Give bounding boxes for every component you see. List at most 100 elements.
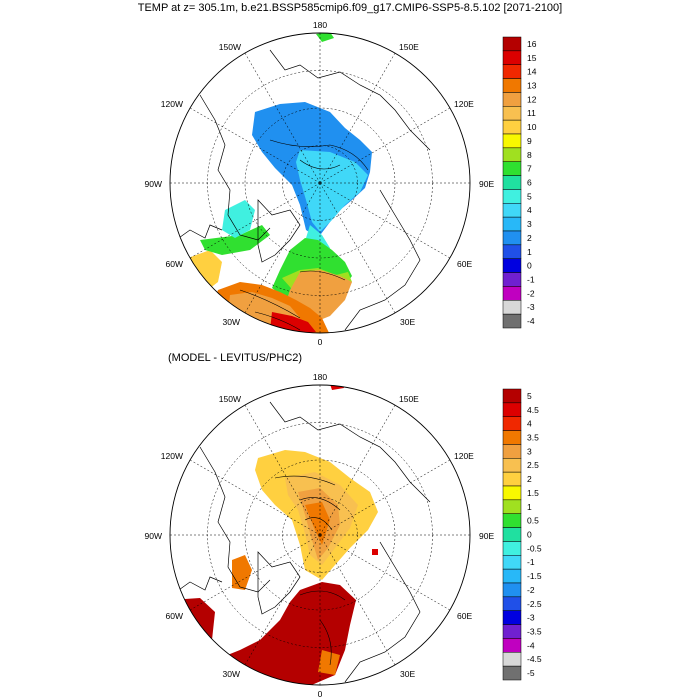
meridian-line xyxy=(189,182,321,259)
colorbar-tick-label: -3.5 xyxy=(527,627,542,637)
bottom-polar-map: 180 150E 120E 90E 60E 30E 0 30W 60W 90W … xyxy=(145,372,495,699)
colorbar-swatch xyxy=(502,50,522,65)
colorbar-tick-label: 4.5 xyxy=(527,405,539,415)
bottom-lon-label-120w: 120W xyxy=(161,451,183,461)
colorbar-swatch xyxy=(502,64,522,79)
colorbar-tick-label: -1.5 xyxy=(527,571,542,581)
colorbar-tick-label: 3 xyxy=(527,219,532,229)
meridian-line xyxy=(189,534,321,611)
colorbar-swatch xyxy=(502,133,522,149)
colorbar-swatch xyxy=(502,568,522,584)
bottom-lon-label-150e: 150E xyxy=(399,394,419,404)
colorbar-swatch xyxy=(502,78,522,93)
top-lon-label-150w: 150W xyxy=(219,42,241,52)
meridian-line xyxy=(244,52,321,184)
colorbar-swatch xyxy=(502,416,522,431)
colorbar-tick-label: 4 xyxy=(527,419,532,429)
colorbar-swatch xyxy=(502,624,522,639)
colorbar-tick-label: 12 xyxy=(527,94,537,104)
top-lon-label-0: 0 xyxy=(318,337,323,347)
colorbar-swatch xyxy=(502,596,522,611)
colorbar-swatch xyxy=(502,582,522,598)
colorbar-swatch xyxy=(502,652,522,667)
meridian-line xyxy=(319,107,451,184)
colorbar-swatch xyxy=(502,402,522,417)
colorbar-tick-label: 2 xyxy=(527,233,532,243)
colorbar-tick-label: 6 xyxy=(527,178,532,188)
meridian-line xyxy=(244,182,321,314)
bottom-lon-label-60e: 60E xyxy=(457,611,472,621)
latitude-circle xyxy=(207,422,433,648)
colorbar-swatch xyxy=(502,313,522,329)
colorbar-swatch xyxy=(502,499,522,514)
colorbar-tick-label: 3 xyxy=(527,446,532,456)
colorbar-swatch xyxy=(502,119,522,135)
colorbar-tick-label: -3 xyxy=(527,302,535,312)
meridian-line xyxy=(244,534,321,666)
top-lon-label-120w: 120W xyxy=(161,99,183,109)
colorbar-tick-label: 5 xyxy=(527,391,532,401)
colorbar-tick-label: 1.5 xyxy=(527,488,539,498)
top-lon-label-90e: 90E xyxy=(479,179,494,189)
colorbar-tick-label: -4.5 xyxy=(527,654,542,664)
colorbar-swatch xyxy=(502,485,522,501)
bottom-graticule xyxy=(170,385,470,685)
latitude-circle xyxy=(282,145,358,221)
top-temperature-field xyxy=(175,33,431,333)
bottom-lon-label-150w: 150W xyxy=(219,394,241,404)
bottom-lon-label-90w: 90W xyxy=(145,531,162,541)
top-lon-label-30w: 30W xyxy=(223,317,240,327)
bottom-colorbar: 5 4.5 4 3.5 3 2.5 2 1.5 1 0.5 0 -0.5 -1 -1.5 -2 -2.5 -3 -… xyxy=(502,388,542,681)
colorbar-tick-label: -0.5 xyxy=(527,543,542,553)
colorbar-swatch xyxy=(502,216,522,232)
meridian-line xyxy=(319,52,396,184)
colorbar-swatch xyxy=(502,106,522,121)
colorbar-swatch xyxy=(502,610,522,625)
colorbar-swatch xyxy=(502,203,522,218)
colorbar-tick-label: 0.5 xyxy=(527,516,539,526)
top-map-boundary xyxy=(169,32,471,334)
colorbar-swatch xyxy=(502,272,522,287)
bottom-lon-label-90e: 90E xyxy=(479,531,494,541)
colorbar-tick-label: 10 xyxy=(527,122,537,132)
top-lon-label-150e: 150E xyxy=(399,42,419,52)
top-lon-label-60e: 60E xyxy=(457,259,472,269)
colorbar-swatch xyxy=(502,230,522,246)
bottom-map-boundary xyxy=(169,384,471,686)
bottom-lon-label-30w: 30W xyxy=(223,669,240,679)
top-lon-label-90w: 90W xyxy=(145,179,162,189)
colorbar-tick-label: -1 xyxy=(527,557,535,567)
colorbar-swatch xyxy=(502,665,522,681)
colorbar-tick-label: -4 xyxy=(527,640,535,650)
colorbar-tick-label: 15 xyxy=(527,53,537,63)
colorbar-swatch xyxy=(502,244,522,259)
top-polar-map: 180 150E 120E 90E 60E 30E 0 30W 60W 90W … xyxy=(145,20,495,347)
colorbar-swatch xyxy=(502,92,522,107)
colorbar-swatch xyxy=(502,161,522,176)
colorbar-tick-label: 3.5 xyxy=(527,433,539,443)
colorbar-swatch xyxy=(502,300,522,315)
colorbar-tick-label: -2.5 xyxy=(527,599,542,609)
colorbar-tick-label: 1 xyxy=(527,247,532,257)
meridian-line xyxy=(319,182,451,259)
colorbar-tick-label: 9 xyxy=(527,136,532,146)
colorbar-tick-label: 14 xyxy=(527,67,537,77)
colorbar-swatch xyxy=(502,555,522,570)
top-lon-label-60w: 60W xyxy=(166,259,183,269)
bottom-lon-label-30e: 30E xyxy=(400,669,415,679)
colorbar-swatch xyxy=(502,471,522,487)
colorbar-swatch xyxy=(502,36,522,52)
colorbar-swatch xyxy=(502,258,522,273)
colorbar-swatch xyxy=(502,147,522,162)
colorbar-tick-label: -1 xyxy=(527,275,535,285)
colorbar-tick-label: 1 xyxy=(527,502,532,512)
colorbar-tick-label: 0 xyxy=(527,261,532,271)
colorbar-swatch xyxy=(502,286,522,301)
meridian-line xyxy=(244,404,321,536)
latitude-circle xyxy=(282,497,358,573)
top-graticule xyxy=(170,33,470,333)
bottom-lon-label-0: 0 xyxy=(318,689,323,699)
latitude-circle xyxy=(244,107,396,259)
top-lon-label-120e: 120E xyxy=(454,99,474,109)
